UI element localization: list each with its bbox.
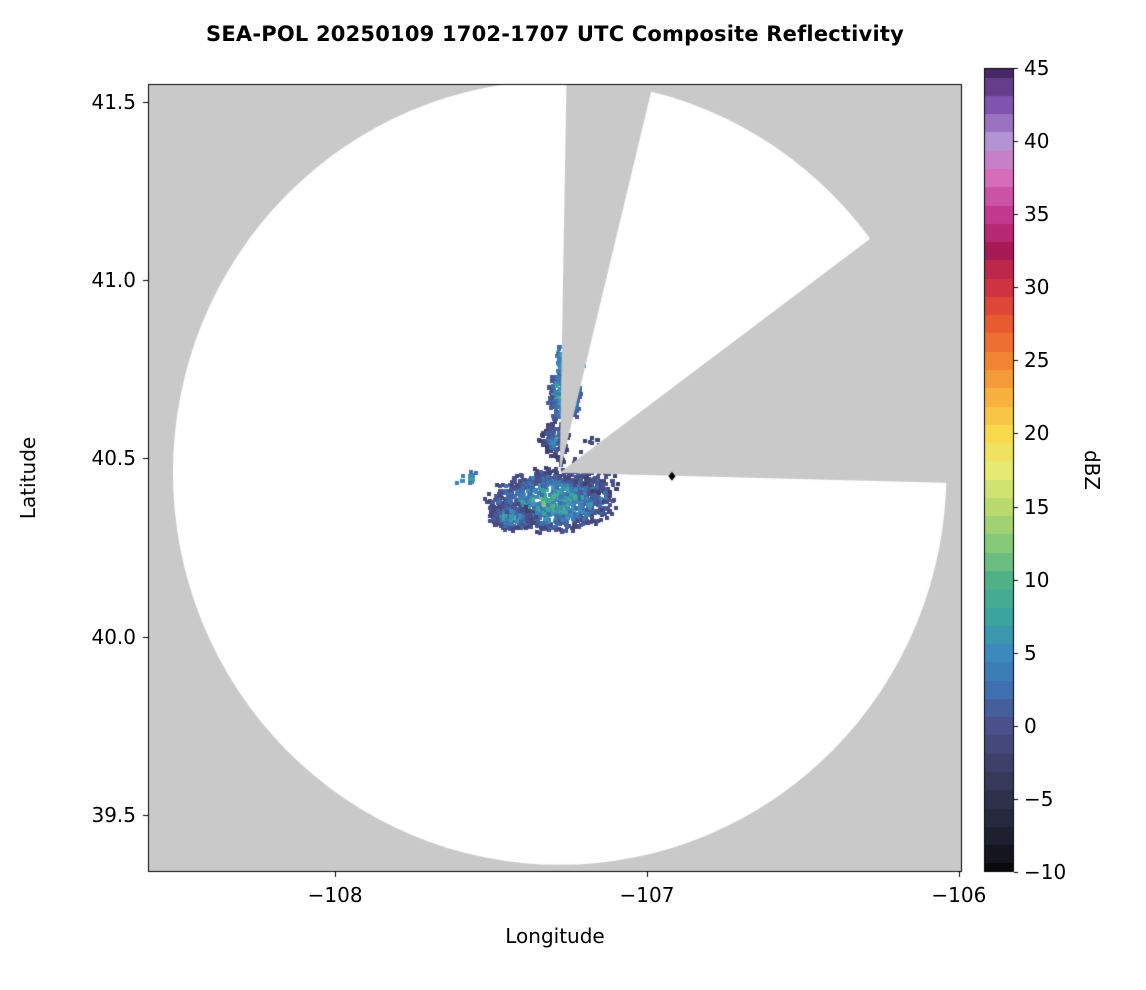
colorbar-tick-label: 25 [1024, 348, 1050, 373]
x-tick-label: −106 [931, 883, 987, 907]
colorbar-tick-label: −5 [1024, 786, 1054, 811]
colorbar-tick-label: 0 [1024, 713, 1037, 738]
y-tick-label: 41.5 [91, 89, 136, 114]
colorbar-tick-label: 20 [1024, 421, 1050, 446]
x-axis-label: Longitude [505, 924, 605, 948]
x-tick-label: −107 [619, 883, 675, 907]
y-axis-label: Latitude [16, 436, 40, 520]
y-tick-label: 41.0 [91, 268, 136, 293]
colorbar-tick-label: 30 [1024, 275, 1050, 300]
colorbar-tick-label: 35 [1024, 202, 1050, 227]
y-tick-label: 40.5 [91, 446, 136, 471]
colorbar-tick-label: 5 [1024, 640, 1037, 665]
x-tick-label: −108 [307, 883, 363, 907]
y-tick-label: 39.5 [91, 802, 136, 827]
colorbar-tick-label: 40 [1024, 129, 1050, 154]
colorbar-tick-label: 10 [1024, 567, 1050, 592]
colorbar-tick-label: 15 [1024, 494, 1050, 519]
colorbar-tick-label: −10 [1024, 860, 1067, 884]
colorbar-label: dBZ [1080, 449, 1104, 491]
chart-title: SEA-POL 20250109 1702-1707 UTC Composite… [206, 22, 904, 46]
y-tick-label: 40.0 [91, 624, 136, 649]
colorbar-tick-label: 45 [1024, 56, 1050, 80]
